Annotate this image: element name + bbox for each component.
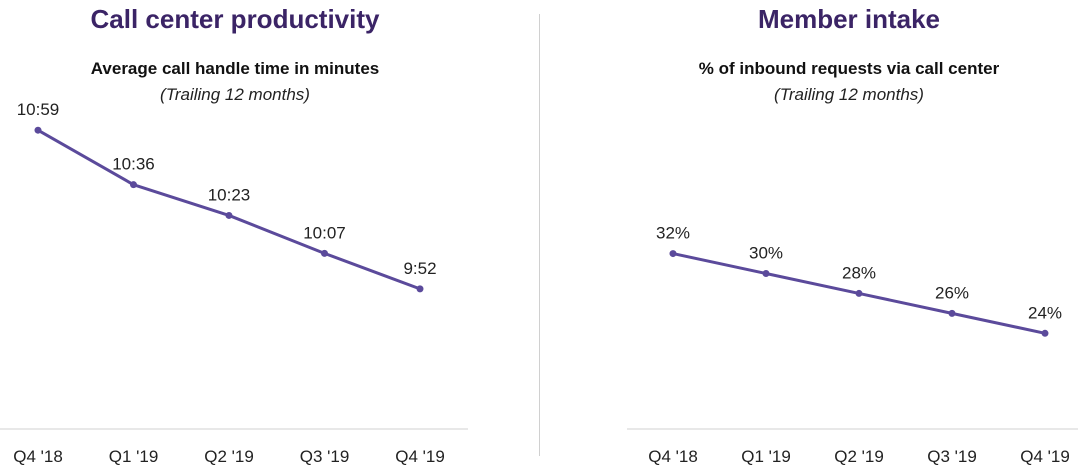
intake-chart: 32% Q4 '18 30% Q1 '19 28% Q2 '19 26% Q3 '19 24% Q… — [627, 224, 1078, 466]
data-label: 26% — [935, 283, 969, 302]
x-tick-label: Q2 '19 — [204, 447, 254, 466]
x-tick-label: Q4 '18 — [13, 447, 63, 466]
data-label: 10:36 — [112, 155, 155, 174]
handle-time-chart: 10:59 Q4 '18 10:36 Q1 '19 10:23 Q2 '19 10:07 Q3… — [0, 100, 468, 466]
panel-title: Call center productivity — [90, 4, 380, 34]
data-label: 10:23 — [208, 185, 251, 204]
data-label: 32% — [656, 224, 690, 243]
x-tick-label: Q3 '19 — [300, 447, 350, 466]
series-line — [36, 128, 422, 291]
member-intake-panel: Member intake % of inbound requests via … — [620, 0, 1078, 475]
data-label: 9:52 — [403, 259, 436, 278]
data-point — [762, 270, 770, 277]
data-label: 10:59 — [17, 100, 60, 119]
panel-divider — [539, 14, 540, 456]
chart-subtitle: Average call handle time in minutes — [90, 59, 380, 78]
x-tick-label: Q4 '19 — [395, 447, 445, 466]
data-point — [416, 285, 424, 293]
data-point — [948, 309, 956, 317]
panel-title: Member intake — [757, 4, 941, 34]
data-point — [855, 289, 863, 297]
data-point — [34, 126, 42, 134]
data-label: 28% — [842, 263, 876, 282]
data-point — [225, 211, 233, 219]
data-label: 30% — [749, 244, 783, 263]
data-label: 10:07 — [303, 223, 346, 242]
x-tick-label: Q1 '19 — [741, 447, 791, 466]
data-point — [669, 250, 677, 258]
x-tick-label: Q1 '19 — [109, 447, 159, 466]
x-tick-label: Q4 '19 — [1020, 447, 1070, 466]
chart-note: (Trailing 12 months) — [774, 85, 924, 104]
data-point — [130, 181, 137, 189]
x-tick-label: Q3 '19 — [927, 447, 977, 466]
call-center-panel: Call center productivity Average call ha… — [0, 0, 470, 475]
chart-subtitle: % of inbound requests via call center — [698, 59, 1000, 78]
data-point — [1041, 329, 1049, 337]
x-tick-label: Q4 '18 — [648, 447, 698, 466]
data-point — [321, 249, 328, 257]
x-tick-label: Q2 '19 — [834, 447, 884, 466]
chart-note: (Trailing 12 months) — [160, 85, 310, 104]
data-label: 24% — [1028, 303, 1062, 322]
